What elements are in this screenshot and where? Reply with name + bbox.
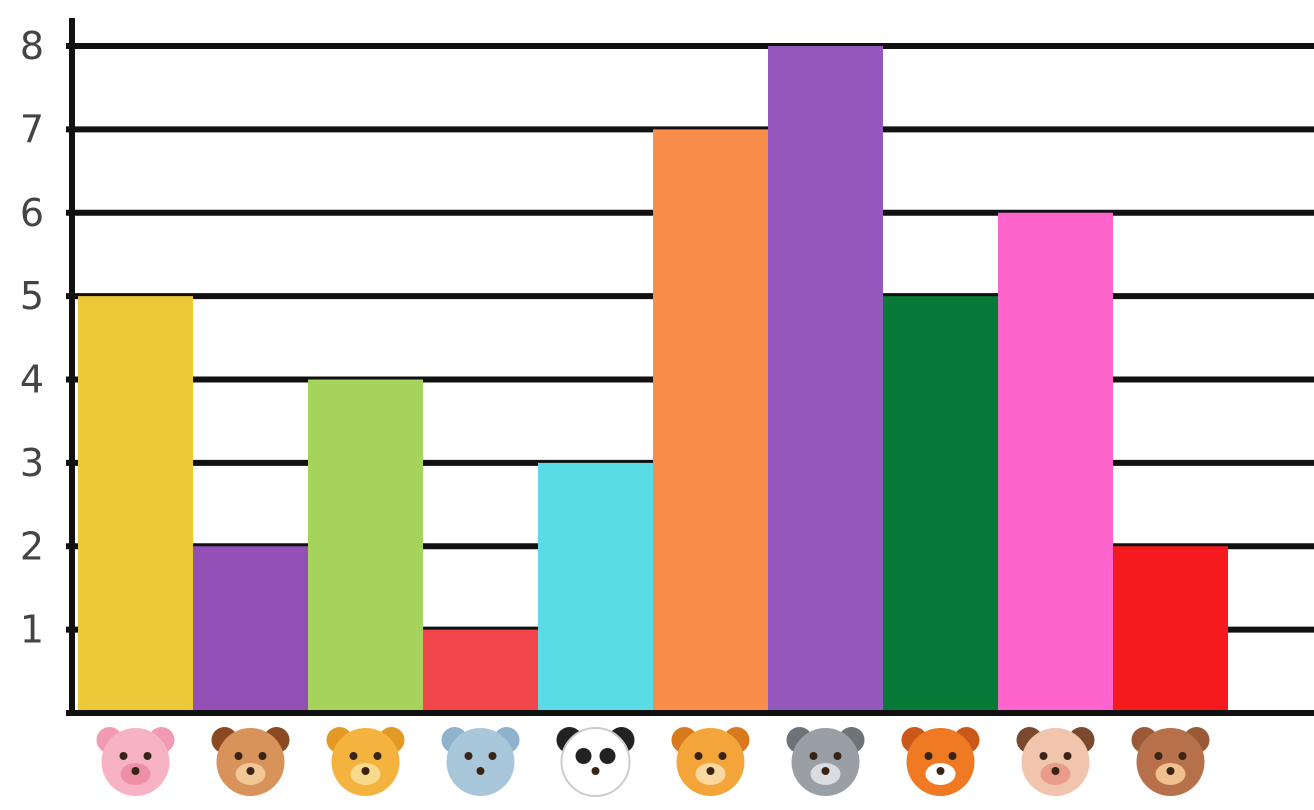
y-tick-label: 1 xyxy=(20,608,44,652)
bar-cow xyxy=(998,212,1113,713)
pig-face-icon xyxy=(96,727,175,796)
bar-elephant xyxy=(423,629,538,713)
cow-face-icon xyxy=(1016,727,1095,796)
bar-pig xyxy=(78,296,193,713)
bar-giraffe xyxy=(308,379,423,713)
lion-face-icon xyxy=(671,727,750,796)
bar-monkey xyxy=(1113,546,1228,713)
y-tick-label: 2 xyxy=(20,524,44,568)
panda-face-icon xyxy=(556,727,635,797)
bar-tiger xyxy=(883,296,998,713)
bars xyxy=(78,46,1228,713)
category-icons xyxy=(96,727,1210,797)
y-tick-label: 8 xyxy=(20,24,44,68)
y-tick-label: 3 xyxy=(20,441,44,485)
bar-lion xyxy=(653,129,768,713)
y-tick-label: 4 xyxy=(20,358,44,402)
bar-dog xyxy=(193,546,308,713)
wolf-face-icon xyxy=(786,727,865,796)
y-tick-label: 6 xyxy=(20,191,44,235)
giraffe-face-icon xyxy=(326,727,405,796)
bar-panda xyxy=(538,462,653,713)
dog-face-icon xyxy=(211,727,290,796)
axes xyxy=(66,18,1314,716)
tiger-face-icon xyxy=(901,727,980,796)
y-tick-label: 5 xyxy=(20,274,44,318)
y-tick-label: 7 xyxy=(20,107,44,151)
y-tick-labels: 1 2 3 4 5 6 7 8 xyxy=(20,24,44,652)
bar-wolf xyxy=(768,46,883,713)
monkey-face-icon xyxy=(1131,727,1210,796)
elephant-face-icon xyxy=(441,727,520,796)
